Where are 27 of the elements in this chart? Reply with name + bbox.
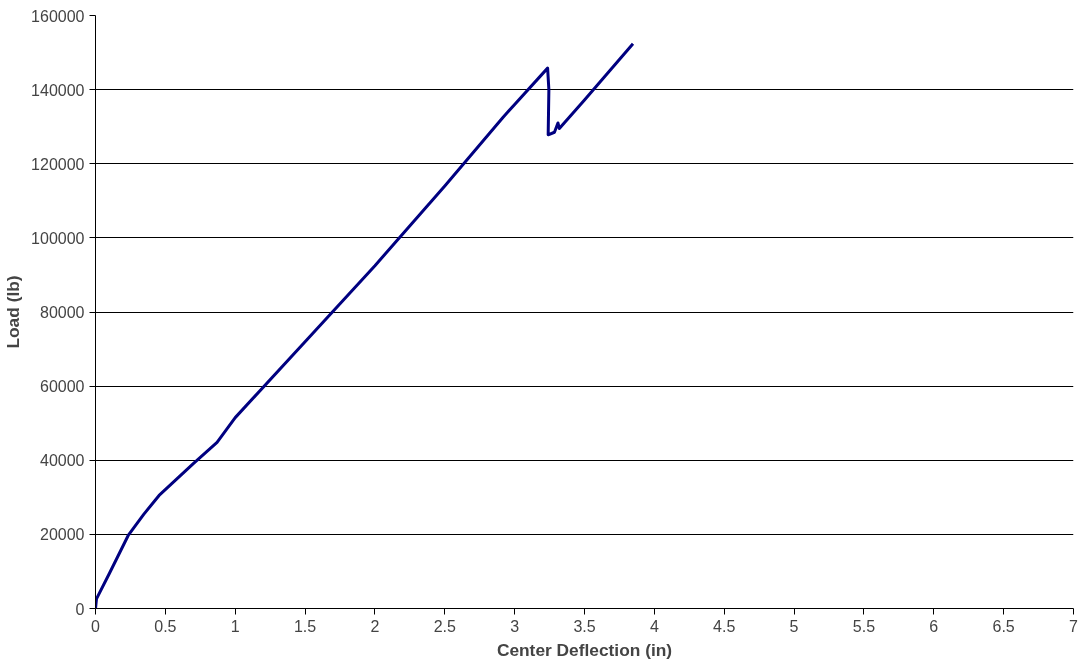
x-axis-title: Center Deflection (in) — [496, 639, 673, 660]
x-tick-label: 0.5 — [154, 617, 177, 635]
y-tick-label: 100000 — [31, 229, 85, 247]
x-tick-label: 3 — [510, 617, 520, 635]
x-tick-label: 6.5 — [992, 617, 1015, 635]
x-tick-label: 1 — [230, 617, 240, 635]
x-tick-label: 0 — [91, 617, 101, 635]
y-tick-label: 140000 — [31, 81, 85, 99]
x-tick-label: 3.5 — [573, 617, 596, 635]
y-axis-title: Load (lb) — [3, 275, 24, 349]
y-tick-label: 120000 — [31, 155, 85, 173]
y-tick-label: 0 — [75, 600, 85, 618]
y-tick-label: 160000 — [31, 7, 85, 25]
x-tick-label: 5 — [789, 617, 799, 635]
y-tick-label: 80000 — [40, 304, 85, 321]
x-tick-label: 5.5 — [852, 617, 876, 635]
x-tick-label: 7 — [1069, 617, 1079, 635]
x-tick-label: 4.5 — [713, 617, 736, 635]
line-series — [95, 42, 635, 609]
x-tick-label: 6 — [929, 617, 939, 635]
x-tick-label: 4 — [649, 617, 659, 635]
y-tick-label: 20000 — [40, 526, 85, 544]
y-tick-label: 60000 — [40, 378, 85, 396]
x-tick-label: 2 — [370, 617, 380, 635]
x-tick-label: 1.5 — [293, 617, 317, 635]
y-tick-label: 40000 — [40, 452, 85, 470]
x-tick-label: 2.5 — [433, 617, 457, 635]
